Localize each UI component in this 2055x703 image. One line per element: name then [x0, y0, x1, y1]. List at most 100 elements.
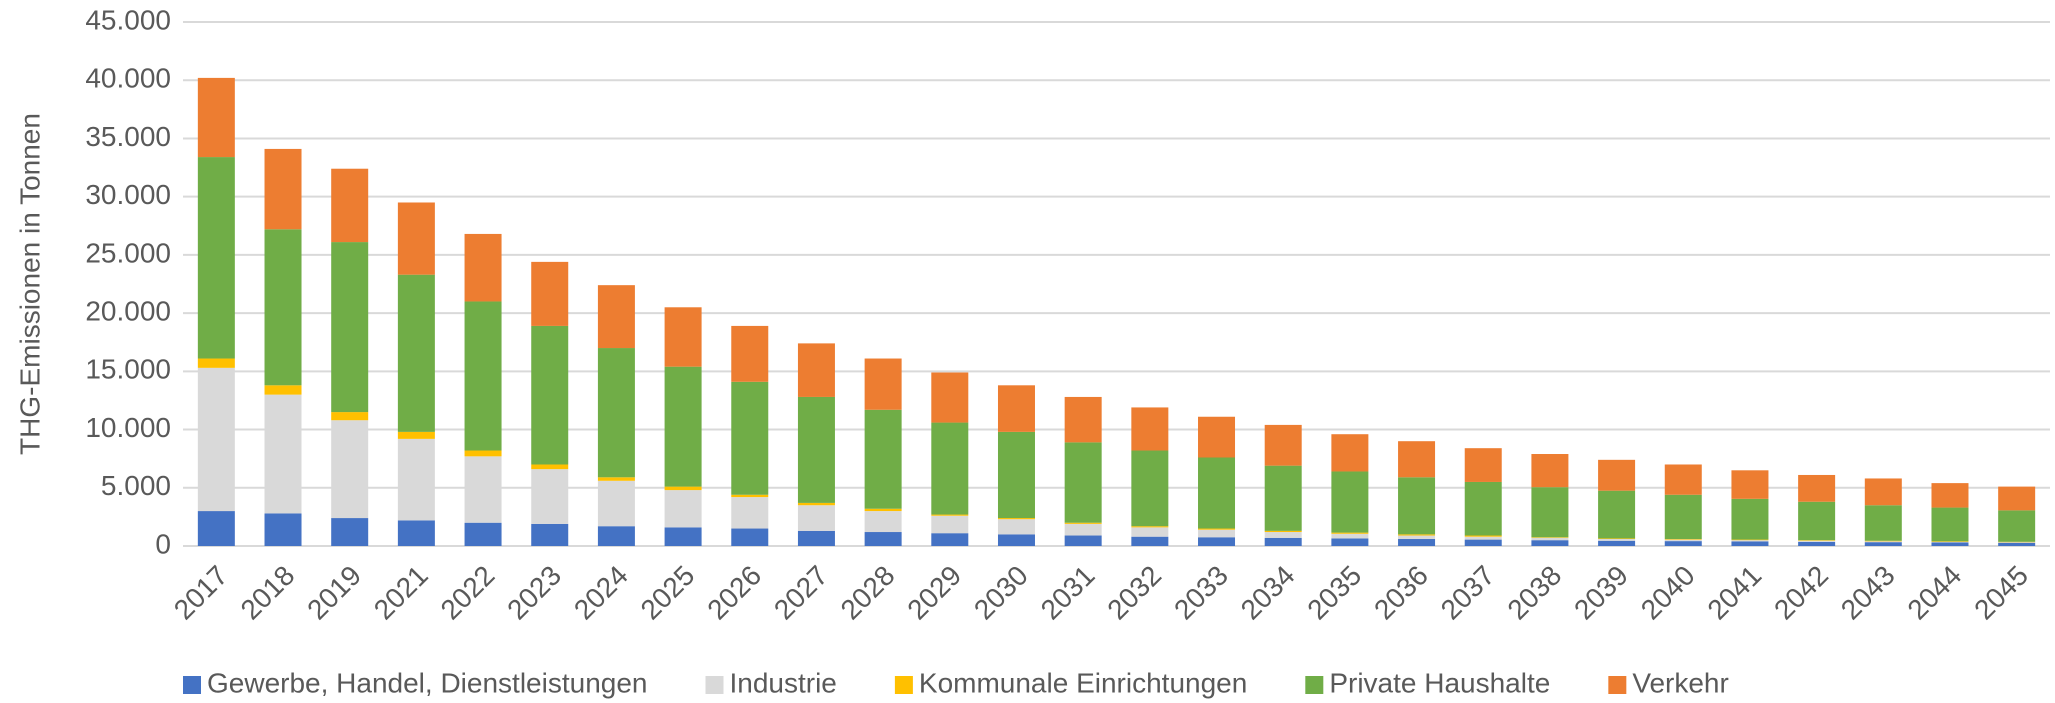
bar-segment — [264, 229, 302, 386]
x-tick-label: 2036 — [1368, 560, 1434, 626]
bar-segment — [1064, 535, 1102, 546]
bar-segment — [931, 422, 969, 515]
legend-swatch — [705, 676, 724, 694]
bar-segment — [731, 494, 769, 498]
bar-segment — [264, 148, 302, 230]
bar-segment — [1064, 522, 1102, 524]
bar-segment — [331, 420, 369, 519]
bar-segment — [1331, 538, 1369, 546]
y-tick-label: 35.000 — [85, 121, 171, 152]
legend-label: Industrie — [729, 667, 836, 698]
bar-segment — [997, 534, 1035, 546]
bar-segment — [1664, 494, 1702, 540]
bar-segment — [1464, 535, 1502, 537]
bar-segment — [197, 77, 235, 158]
bar-segment — [531, 464, 569, 470]
bar-segment — [1931, 541, 1969, 543]
y-tick-label: 15.000 — [85, 354, 171, 385]
bar-segment — [1931, 541, 1969, 542]
bar-segment — [331, 518, 369, 546]
bar-segment — [1664, 539, 1702, 540]
y-tick-label: 25.000 — [85, 237, 171, 268]
bar-segment — [1664, 539, 1702, 542]
bar-segment — [331, 242, 369, 413]
bar-segment — [597, 526, 635, 546]
bar-segment — [1398, 535, 1436, 540]
x-tick-label: 2038 — [1501, 560, 1567, 626]
bar-segment — [997, 385, 1035, 432]
x-tick-label: 2022 — [435, 560, 501, 626]
bar-segment — [197, 157, 235, 359]
bar-segment — [1598, 540, 1636, 546]
bar-segment — [1531, 540, 1569, 546]
x-tick-label: 2026 — [701, 560, 767, 626]
bar-segment — [264, 513, 302, 546]
bar-segment — [597, 480, 635, 527]
x-tick-label: 2035 — [1301, 560, 1367, 626]
x-tick-label: 2025 — [635, 560, 701, 626]
bar-segment — [997, 431, 1035, 519]
bar-segment — [664, 366, 702, 487]
y-axis-label: THG-Emissionen in Tonnen — [14, 113, 45, 455]
bar-segment — [1198, 416, 1236, 458]
bar-segment — [1931, 483, 1969, 508]
bar-segment — [464, 522, 502, 546]
bar-segment — [397, 520, 435, 546]
y-tick-label: 20.000 — [85, 296, 171, 327]
bar-segment — [1331, 434, 1369, 472]
bar-segment — [931, 533, 969, 546]
bar-segment — [1198, 528, 1236, 530]
x-tick-label: 2021 — [368, 560, 434, 626]
bar-segment — [397, 274, 435, 432]
bar-segment — [531, 261, 569, 326]
bar-segment — [1864, 540, 1902, 542]
legend-label: Kommunale Einrichtungen — [919, 667, 1247, 698]
bar-segment — [664, 307, 702, 367]
legend-label: Verkehr — [1632, 667, 1729, 698]
x-tick-label: 2019 — [301, 560, 367, 626]
x-tick-label: 2018 — [235, 560, 301, 626]
bar-segment — [597, 477, 635, 481]
x-tick-label: 2040 — [1635, 560, 1701, 626]
bar-segment — [1931, 507, 1969, 542]
bar-segment — [731, 325, 769, 382]
bar-segment — [1664, 464, 1702, 495]
x-tick-label: 2028 — [835, 560, 901, 626]
bar-segment — [797, 343, 835, 397]
x-tick-label: 2031 — [1035, 560, 1101, 626]
bar-segment — [1798, 501, 1836, 541]
x-tick-label: 2023 — [501, 560, 567, 626]
bar-segment — [1264, 530, 1302, 533]
bar-segment — [664, 486, 702, 491]
bar-segment — [797, 505, 835, 531]
y-tick-label: 45.000 — [85, 4, 171, 35]
bar-segment — [1531, 454, 1569, 488]
x-tick-label: 2042 — [1768, 560, 1834, 626]
bar-segment — [1264, 465, 1302, 531]
x-tick-label: 2029 — [901, 560, 967, 626]
bar-segment — [1398, 441, 1436, 478]
bar-segment — [1131, 536, 1169, 546]
bar-segment — [997, 518, 1035, 520]
bar-segment — [1664, 541, 1702, 546]
x-tick-label: 2024 — [568, 560, 634, 626]
bar-segment — [264, 394, 302, 514]
bar-segment — [1998, 542, 2036, 546]
bar-segment — [1731, 470, 1769, 499]
bar-segment — [1464, 481, 1502, 536]
bar-segment — [1798, 541, 1836, 546]
bar-segment — [197, 511, 235, 546]
bar-segment — [1998, 510, 2036, 542]
bar-segment — [1331, 471, 1369, 533]
bar-segment — [931, 514, 969, 516]
bar-segment — [797, 396, 835, 503]
bar-segment — [597, 285, 635, 349]
x-tick-label: 2030 — [968, 560, 1034, 626]
x-tick-label: 2043 — [1835, 560, 1901, 626]
bar-segment — [1398, 477, 1436, 535]
bar-segment — [1531, 487, 1569, 538]
legend-label: Private Haushalte — [1329, 667, 1550, 698]
bar-segment — [1464, 448, 1502, 482]
bar-segment — [1598, 539, 1636, 541]
